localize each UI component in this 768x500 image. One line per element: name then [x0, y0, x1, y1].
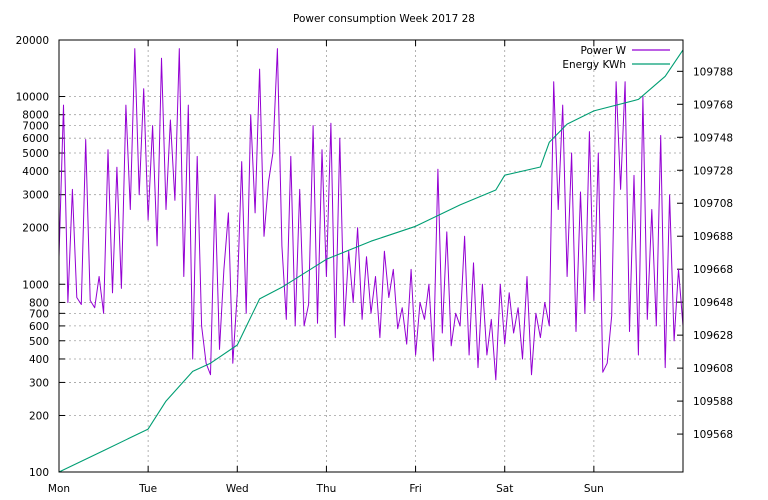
y-tick-label: 200	[29, 410, 49, 422]
y2-tick-label: 109568	[693, 429, 733, 441]
x-tick-label: Sat	[496, 483, 513, 495]
x-tick-label: Fri	[409, 483, 422, 495]
x-tick-label: Thu	[316, 483, 337, 495]
legend-label-energy: Energy KWh	[562, 59, 626, 71]
y2-tick-label: 109628	[693, 330, 733, 342]
y2-axis-ticks: 109568 109588 109608 109628 109648 109668 1096…	[677, 66, 733, 441]
y2-tick-label: 109648	[693, 297, 733, 309]
x-tick-label: Sun	[584, 483, 604, 495]
x-tick-label: Wed	[226, 483, 249, 495]
y-tick-label: 2000	[22, 223, 49, 235]
series-layer	[58, 48, 684, 473]
chart-title: Power consumption Week 2017 28	[293, 13, 475, 25]
y-tick-label: 20000	[16, 35, 49, 47]
y2-tick-label: 109608	[693, 363, 733, 375]
y-tick-label: 400	[29, 354, 49, 366]
y-tick-label: 300	[29, 377, 49, 389]
legend: Power W Energy KWh	[562, 45, 670, 71]
x-tick-label: Mon	[48, 483, 70, 495]
y-tick-label: 6000	[22, 133, 49, 145]
gridlines	[59, 40, 683, 472]
series-energy-line	[58, 49, 684, 473]
y-tick-label: 800	[29, 297, 49, 309]
y-tick-label: 600	[29, 321, 49, 333]
y-tick-label: 10000	[16, 92, 49, 104]
y2-tick-label: 109748	[693, 132, 733, 144]
legend-label-power: Power W	[581, 45, 627, 57]
y-tick-label: 3000	[22, 190, 49, 202]
x-axis-ticks: Mon Tue Wed Thu Fri Sat Sun	[48, 40, 604, 495]
y-tick-label: 7000	[22, 121, 49, 133]
y-tick-label: 5000	[22, 148, 49, 160]
y2-tick-label: 109688	[693, 231, 733, 243]
y-tick-label: 1000	[22, 279, 49, 291]
y2-tick-label: 109708	[693, 198, 733, 210]
y-tick-label: 8000	[22, 110, 49, 122]
y2-tick-label: 109668	[693, 264, 733, 276]
series-power-line	[58, 48, 684, 381]
plot-frame	[58, 39, 684, 473]
y2-tick-label: 109728	[693, 165, 733, 177]
y2-tick-label: 109788	[693, 66, 733, 78]
x-tick-label: Tue	[138, 483, 157, 495]
y-tick-label: 4000	[22, 166, 49, 178]
y2-tick-label: 109588	[693, 396, 733, 408]
y-tick-label: 100	[29, 467, 49, 479]
y-tick-label: 500	[29, 336, 49, 348]
y2-tick-label: 109768	[693, 99, 733, 111]
y-tick-label: 700	[29, 308, 49, 320]
